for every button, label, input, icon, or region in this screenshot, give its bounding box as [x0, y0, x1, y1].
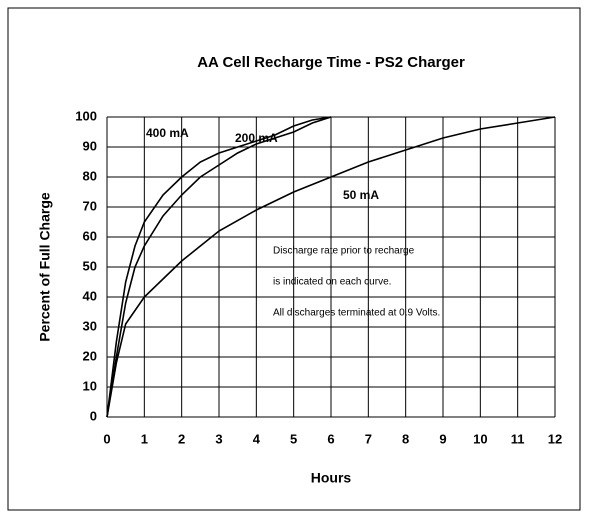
x-tick-label: 2 — [178, 431, 185, 446]
frame — [7, 7, 581, 511]
x-tick-label: 12 — [548, 431, 562, 446]
y-tick-label: 30 — [83, 318, 97, 333]
series-label: 50 mA — [343, 188, 379, 202]
y-tick-label: 40 — [83, 288, 97, 303]
x-tick-label: 1 — [141, 431, 148, 446]
y-tick-label: 0 — [90, 408, 97, 423]
y-tick-label: 90 — [83, 138, 97, 153]
y-tick-label: 60 — [83, 228, 97, 243]
annotation: is indicated on each curve. — [273, 277, 391, 288]
y-tick-label: 80 — [83, 168, 97, 183]
x-tick-label: 0 — [103, 431, 110, 446]
x-axis-label: Hours — [311, 470, 352, 486]
x-tick-label: 4 — [253, 431, 261, 446]
x-tick-label: 3 — [215, 431, 222, 446]
x-tick-label: 7 — [365, 431, 372, 446]
x-tick-label: 11 — [511, 431, 525, 446]
series-line — [106, 116, 332, 418]
series-line — [106, 116, 332, 418]
y-tick-label: 10 — [83, 378, 97, 393]
x-tick-label: 6 — [327, 431, 334, 446]
series-label: 200 mA — [235, 131, 278, 145]
annotation: Discharge rate prior to recharge — [273, 246, 415, 257]
y-tick-label: 20 — [83, 348, 97, 363]
x-tick-label: 10 — [473, 431, 487, 446]
series-label: 400 mA — [146, 126, 189, 140]
series-line — [106, 116, 556, 418]
y-tick-label: 100 — [75, 108, 97, 123]
chart-title: AA Cell Recharge Time - PS2 Charger — [197, 54, 465, 71]
y-tick-label: 70 — [83, 198, 97, 213]
x-tick-label: 8 — [402, 431, 409, 446]
y-tick-label: 50 — [83, 258, 97, 273]
annotation: All discharges terminated at 0.9 Volts. — [273, 308, 440, 319]
y-axis-label: Percent of Full Charge — [37, 192, 53, 342]
x-tick-label: 9 — [439, 431, 446, 446]
x-tick-label: 5 — [290, 431, 297, 446]
